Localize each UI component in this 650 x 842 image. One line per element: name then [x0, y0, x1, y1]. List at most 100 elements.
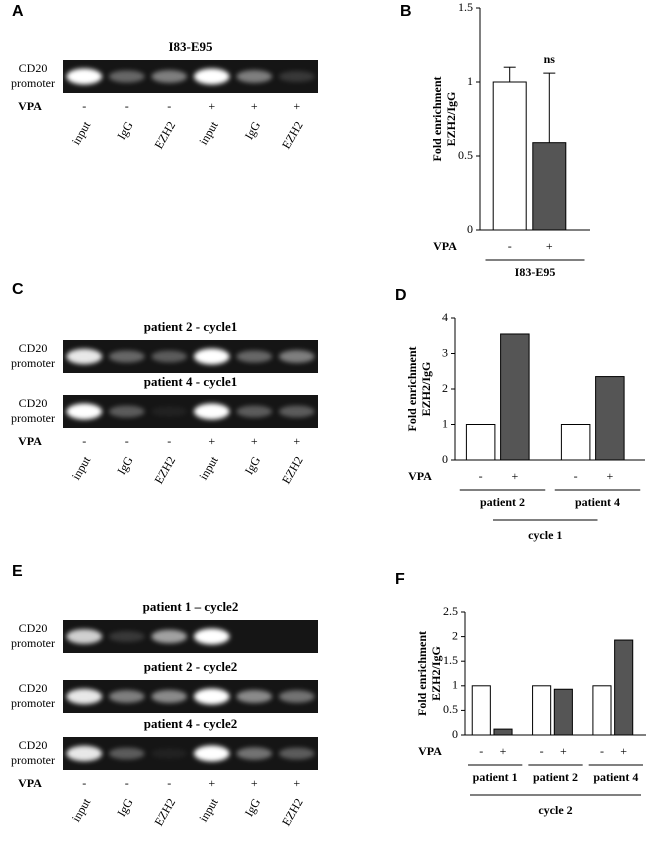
y-tick-label: 4 [442, 310, 448, 324]
gel-band [151, 748, 188, 759]
lane-label: IgG [242, 796, 264, 819]
vpa-sign: + [293, 99, 300, 113]
gel-band [108, 350, 145, 363]
panel-label: A [12, 3, 24, 20]
vpa-sign: - [167, 99, 171, 113]
gel-band [193, 745, 230, 762]
lane-label: input [69, 795, 94, 824]
gel-row-label: CD20 [19, 61, 48, 75]
bar [592, 685, 612, 736]
vpa-label: VPA [18, 776, 42, 790]
vpa-sign: - [125, 99, 129, 113]
vpa-sign: - [82, 434, 86, 448]
gel-title: patient 1 – cycle2 [143, 599, 239, 614]
y-tick-label: 2.5 [443, 604, 458, 618]
gel-band [151, 629, 188, 644]
vpa-label: VPA [408, 469, 432, 483]
gel-band [151, 70, 188, 83]
vpa-sign: - [82, 776, 86, 790]
y-tick-label: 0.5 [458, 148, 473, 162]
y-tick-label: 0 [452, 727, 458, 741]
gel-band [108, 405, 145, 418]
lane-label: EZH2 [279, 119, 306, 151]
vpa-sign: - [479, 469, 483, 483]
vpa-label: VPA [433, 239, 457, 253]
y-tick-label: 1 [452, 678, 458, 692]
gel-image [63, 620, 318, 653]
vpa-label: VPA [18, 434, 42, 448]
lane-label: IgG [114, 796, 136, 819]
vpa-sign: + [511, 469, 518, 483]
bar [553, 688, 573, 736]
gel-band [236, 405, 273, 418]
gel-image [63, 395, 318, 428]
lane-label: EZH2 [279, 454, 306, 486]
gel-title: patient 2 - cycle1 [144, 319, 238, 334]
gel-band [193, 628, 230, 645]
lane-label: input [69, 453, 94, 482]
gel-title: patient 4 - cycle1 [144, 374, 238, 389]
y-tick-label: 0.5 [443, 702, 458, 716]
vpa-sign: - [600, 744, 604, 758]
vpa-sign: + [620, 744, 627, 758]
y-axis-title: EZH2/IgG [429, 646, 443, 701]
vpa-sign: + [293, 434, 300, 448]
gel-band [66, 745, 103, 762]
y-axis-title: Fold enrichment [415, 631, 429, 716]
gel-band [108, 631, 145, 642]
bar [492, 81, 527, 231]
gel-image [63, 680, 318, 713]
gel-row-label: promoter [11, 753, 55, 767]
vpa-sign: - [479, 744, 483, 758]
vpa-sign: - [125, 776, 129, 790]
gel-band [278, 747, 315, 760]
vpa-sign: - [167, 776, 171, 790]
lane-label: input [196, 795, 221, 824]
gel-title: patient 2 - cycle2 [144, 659, 238, 674]
vpa-label: VPA [18, 99, 42, 113]
gel-band [108, 690, 145, 703]
y-tick-label: 3 [442, 345, 448, 359]
gel-row-label: promoter [11, 411, 55, 425]
gel-row-label: promoter [11, 636, 55, 650]
vpa-sign: + [251, 434, 258, 448]
gel-image [63, 60, 318, 93]
vpa-sign: + [251, 776, 258, 790]
gel-band [236, 350, 273, 363]
bar [614, 639, 634, 736]
bar [471, 685, 491, 736]
panel-label: E [12, 563, 23, 580]
gel-band [278, 405, 315, 418]
bar [532, 142, 567, 231]
y-axis-title: Fold enrichment [405, 347, 419, 432]
super-group-label: cycle 1 [528, 528, 562, 542]
group-label: I83-E95 [515, 265, 556, 279]
lane-label: IgG [242, 454, 264, 477]
super-group-label: cycle 2 [538, 803, 572, 817]
gel-band [66, 348, 103, 365]
y-axis-title: Fold enrichment [430, 77, 444, 162]
y-tick-label: 0 [467, 222, 473, 236]
y-tick-label: 1.5 [458, 0, 473, 14]
gel-row-label: CD20 [19, 396, 48, 410]
gel-band [193, 688, 230, 705]
vpa-sign: + [606, 469, 613, 483]
gel-band [108, 70, 145, 83]
y-axis-title: EZH2/IgG [419, 362, 433, 417]
vpa-sign: - [574, 469, 578, 483]
gel-row-label: CD20 [19, 341, 48, 355]
group-label: patient 2 [480, 495, 525, 509]
bar [560, 424, 591, 461]
vpa-sign: - [82, 99, 86, 113]
gel-row-label: promoter [11, 356, 55, 370]
vpa-sign: + [546, 239, 553, 253]
gel-row-label: CD20 [19, 621, 48, 635]
panel-label: B [400, 3, 412, 20]
gel-image [63, 340, 318, 373]
gel-title: patient 4 - cycle2 [144, 716, 238, 731]
vpa-sign: - [540, 744, 544, 758]
panel-label: F [395, 571, 405, 588]
gel-band [151, 406, 188, 417]
gel-band [66, 68, 103, 85]
